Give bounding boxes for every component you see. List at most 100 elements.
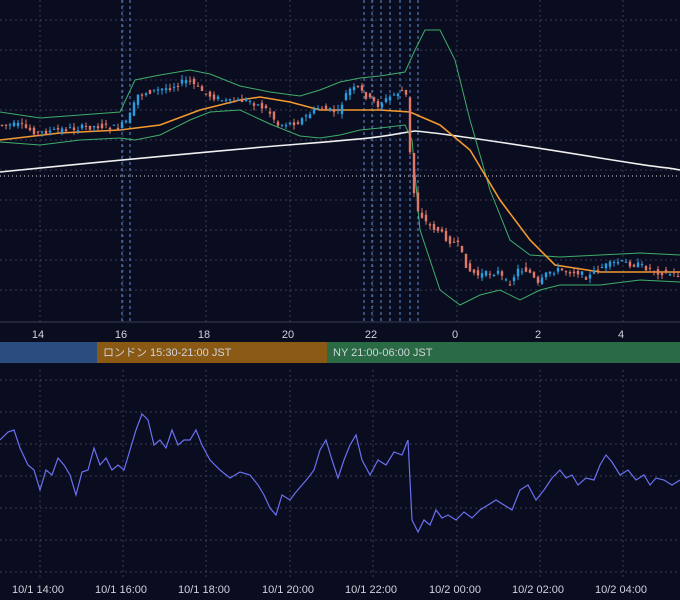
- candle-body: [584, 277, 588, 280]
- candle-body: [240, 98, 244, 102]
- candle-body: [128, 112, 132, 124]
- candle-body: [652, 270, 656, 272]
- candle-body: [660, 273, 664, 276]
- candle-body: [672, 271, 676, 274]
- candle-body: [88, 125, 92, 130]
- candle-body: [8, 124, 12, 126]
- candle-body: [616, 262, 620, 264]
- candle-body: [300, 118, 304, 125]
- candle-body: [104, 123, 108, 125]
- x-tick-label: 4: [618, 329, 624, 341]
- candle-body: [484, 270, 488, 276]
- candle-body: [368, 93, 372, 98]
- candle-body: [216, 96, 220, 100]
- candle-body: [188, 80, 192, 82]
- candle-body: [276, 121, 280, 126]
- candle-body: [228, 98, 232, 101]
- x-tick-label: 2: [535, 329, 541, 341]
- candle-body: [80, 124, 84, 129]
- candle-body: [196, 85, 200, 87]
- candle-body: [116, 127, 120, 130]
- candle-body: [668, 274, 672, 276]
- candle-body: [512, 277, 516, 282]
- candle-body: [304, 115, 308, 117]
- candle-body: [312, 108, 316, 114]
- candle-body: [316, 108, 320, 110]
- candle-body: [4, 124, 8, 126]
- x-tick-label: 10/1 18:00: [178, 584, 230, 596]
- top-axis: 14 16 18 20 22 0 2 4: [32, 329, 624, 341]
- candle-body: [140, 94, 144, 96]
- candle-body: [444, 231, 448, 241]
- candle-body: [120, 122, 124, 128]
- session-label: ロンドン 15:30-21:00 JST: [103, 347, 232, 359]
- candle-body: [236, 99, 240, 101]
- candle-body: [596, 269, 600, 271]
- session-tokyo: [0, 342, 97, 363]
- x-tick-label: 10/1 20:00: [262, 584, 314, 596]
- candle-body: [220, 100, 224, 102]
- candle-body: [76, 130, 80, 132]
- candle-body: [532, 272, 536, 278]
- candle-body: [320, 108, 324, 110]
- candle-body: [384, 98, 388, 103]
- oscillator-line: [0, 412, 680, 534]
- candle-body: [272, 111, 276, 120]
- candle-body: [536, 276, 540, 284]
- candle-body: [564, 271, 568, 273]
- candle-body: [588, 274, 592, 279]
- candle-body: [456, 240, 460, 243]
- candle-body: [152, 89, 156, 91]
- candle-body: [0, 124, 4, 126]
- candle-body: [344, 93, 348, 101]
- x-tick-label: 10/1 14:00: [12, 584, 64, 596]
- candle-body: [508, 284, 512, 286]
- candle-body: [640, 264, 644, 266]
- candle-body: [68, 127, 72, 129]
- candle-body: [428, 224, 432, 226]
- candle-body: [548, 271, 552, 274]
- candle-body: [648, 267, 652, 269]
- candle-body: [656, 269, 660, 275]
- candle-body: [252, 103, 256, 106]
- candle-body: [468, 263, 472, 272]
- candles: [0, 74, 680, 286]
- candle-body: [412, 152, 416, 194]
- candle-body: [180, 79, 184, 84]
- candle-body: [36, 131, 40, 133]
- candle-body: [372, 97, 376, 102]
- candle-body: [500, 271, 504, 276]
- candle-body: [340, 104, 344, 115]
- candle-body: [352, 86, 356, 91]
- moving-average: [0, 96, 680, 273]
- candle-body: [380, 103, 384, 108]
- x-tick-label: 0: [452, 329, 458, 341]
- candle-body: [628, 261, 632, 267]
- candle-body: [296, 122, 300, 125]
- candle-body: [624, 261, 628, 263]
- candle-body: [424, 214, 428, 222]
- candle-body: [664, 269, 668, 273]
- candle-body: [488, 273, 492, 275]
- candle-body: [156, 89, 160, 91]
- candle-body: [476, 270, 480, 276]
- candle-body: [108, 127, 112, 130]
- candle-body: [92, 126, 96, 128]
- session-ny: [327, 342, 680, 363]
- candle-body: [396, 93, 400, 97]
- candle-body: [28, 127, 32, 131]
- candle-body: [480, 273, 484, 278]
- x-tick-label: 14: [32, 329, 44, 341]
- candle-body: [84, 125, 88, 127]
- candle-body: [636, 262, 640, 268]
- candle-body: [148, 90, 152, 94]
- candle-body: [360, 85, 364, 91]
- candle-body: [460, 245, 464, 253]
- candle-body: [448, 236, 452, 244]
- candle-body: [24, 124, 28, 128]
- candle-body: [436, 227, 440, 231]
- candle-body: [552, 273, 556, 275]
- candle-body: [432, 224, 436, 230]
- candle-body: [612, 262, 616, 264]
